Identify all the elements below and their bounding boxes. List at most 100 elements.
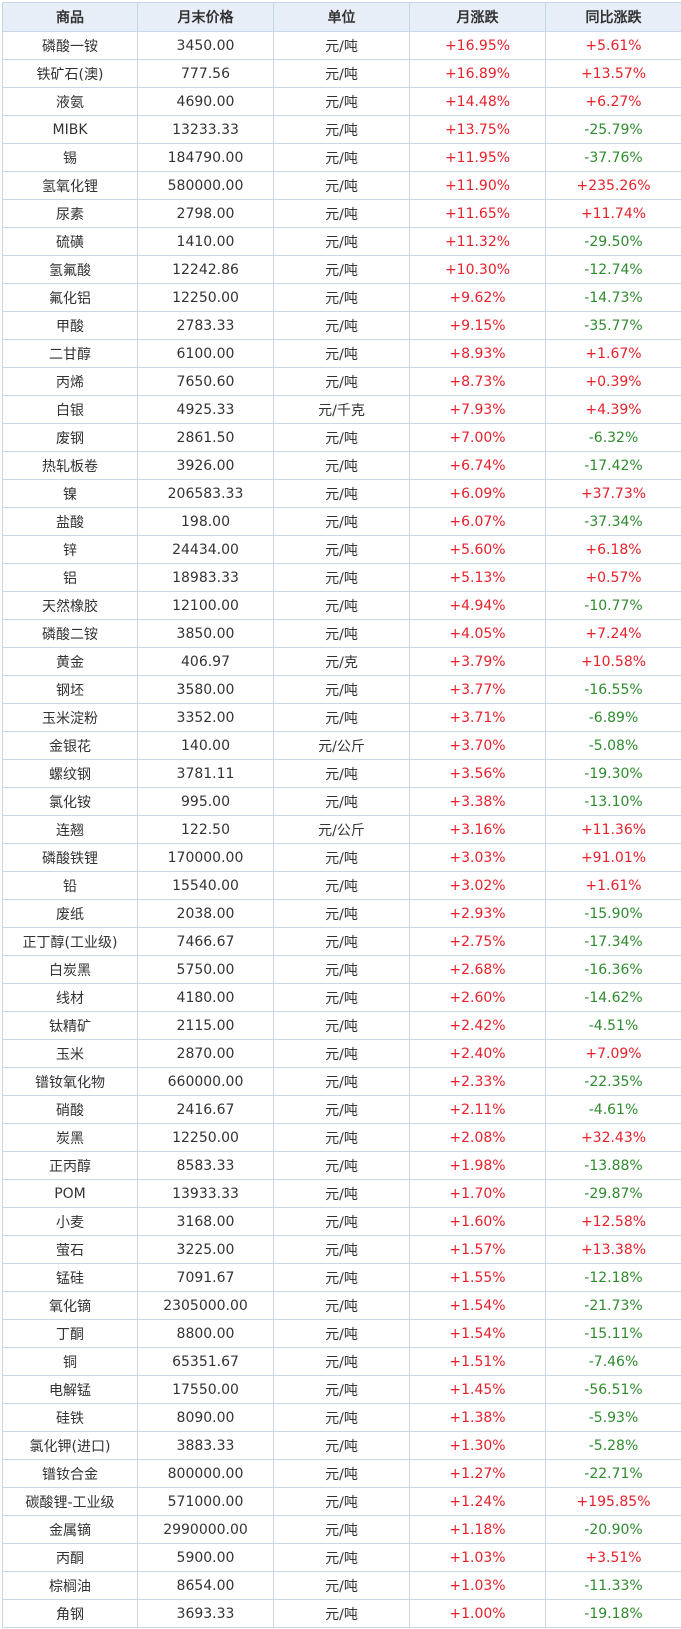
cell-monthly-change: +3.56% <box>409 759 546 788</box>
table-row: 二甘醇 6100.00 元/吨 +8.93% +1.67% <box>2 339 681 368</box>
cell-commodity: 氧化镝 <box>2 1291 138 1320</box>
table-row: 液氨 4690.00 元/吨 +14.48% +6.27% <box>2 87 681 116</box>
cell-unit: 元/吨 <box>273 1235 410 1264</box>
cell-unit: 元/吨 <box>273 1375 410 1404</box>
cell-month-end-price: 15540.00 <box>137 871 274 900</box>
cell-commodity: 锰硅 <box>2 1263 138 1292</box>
cell-monthly-change: +2.93% <box>409 899 546 928</box>
table-row: 铝 18983.33 元/吨 +5.13% +0.57% <box>2 563 681 592</box>
cell-unit: 元/吨 <box>273 619 410 648</box>
cell-unit: 元/吨 <box>273 703 410 732</box>
cell-commodity: 废纸 <box>2 899 138 928</box>
cell-commodity: 磷酸二铵 <box>2 619 138 648</box>
table-row: 热轧板卷 3926.00 元/吨 +6.74% -17.42% <box>2 451 681 480</box>
cell-yoy-change: +13.38% <box>545 1235 681 1264</box>
cell-unit: 元/吨 <box>273 1431 410 1460</box>
table-row: 磷酸一铵 3450.00 元/吨 +16.95% +5.61% <box>2 31 681 60</box>
cell-month-end-price: 3168.00 <box>137 1207 274 1236</box>
cell-monthly-change: +11.32% <box>409 227 546 256</box>
cell-monthly-change: +7.00% <box>409 423 546 452</box>
table-row: 镍 206583.33 元/吨 +6.09% +37.73% <box>2 479 681 508</box>
header-commodity: 商品 <box>2 2 138 32</box>
cell-month-end-price: 800000.00 <box>137 1459 274 1488</box>
cell-monthly-change: +3.71% <box>409 703 546 732</box>
cell-month-end-price: 122.50 <box>137 815 274 844</box>
table-row: 钢坯 3580.00 元/吨 +3.77% -16.55% <box>2 675 681 704</box>
cell-unit: 元/吨 <box>273 1039 410 1068</box>
cell-unit: 元/吨 <box>273 787 410 816</box>
cell-yoy-change: -7.46% <box>545 1347 681 1376</box>
table-row: 氧化镝 2305000.00 元/吨 +1.54% -21.73% <box>2 1291 681 1320</box>
cell-month-end-price: 7091.67 <box>137 1263 274 1292</box>
cell-monthly-change: +2.08% <box>409 1123 546 1152</box>
cell-yoy-change: -37.34% <box>545 507 681 536</box>
cell-monthly-change: +9.62% <box>409 283 546 312</box>
cell-yoy-change: -25.79% <box>545 115 681 144</box>
cell-monthly-change: +1.27% <box>409 1459 546 1488</box>
table-row: 丁酮 8800.00 元/吨 +1.54% -15.11% <box>2 1319 681 1348</box>
cell-commodity: 丁酮 <box>2 1319 138 1348</box>
cell-month-end-price: 13233.33 <box>137 115 274 144</box>
cell-yoy-change: +3.51% <box>545 1543 681 1572</box>
cell-yoy-change: -10.77% <box>545 591 681 620</box>
cell-yoy-change: +6.18% <box>545 535 681 564</box>
cell-month-end-price: 5750.00 <box>137 955 274 984</box>
cell-yoy-change: -13.10% <box>545 787 681 816</box>
header-monthly-change: 月涨跌 <box>409 2 546 32</box>
cell-unit: 元/吨 <box>273 1599 410 1628</box>
cell-yoy-change: -29.50% <box>545 227 681 256</box>
cell-commodity: 铝 <box>2 563 138 592</box>
table-row: 锡 184790.00 元/吨 +11.95% -37.76% <box>2 143 681 172</box>
cell-yoy-change: +6.27% <box>545 87 681 116</box>
cell-month-end-price: 2798.00 <box>137 199 274 228</box>
cell-month-end-price: 12250.00 <box>137 1123 274 1152</box>
cell-month-end-price: 12250.00 <box>137 283 274 312</box>
cell-commodity: 铜 <box>2 1347 138 1376</box>
table-row: POM 13933.33 元/吨 +1.70% -29.87% <box>2 1179 681 1208</box>
cell-month-end-price: 7466.67 <box>137 927 274 956</box>
cell-monthly-change: +1.00% <box>409 1599 546 1628</box>
cell-yoy-change: +5.61% <box>545 31 681 60</box>
cell-yoy-change: -35.77% <box>545 311 681 340</box>
table-row: 炭黑 12250.00 元/吨 +2.08% +32.43% <box>2 1123 681 1152</box>
cell-month-end-price: 8800.00 <box>137 1319 274 1348</box>
cell-yoy-change: -11.33% <box>545 1571 681 1600</box>
cell-month-end-price: 2990000.00 <box>137 1515 274 1544</box>
cell-month-end-price: 406.97 <box>137 647 274 676</box>
table-row: MIBK 13233.33 元/吨 +13.75% -25.79% <box>2 115 681 144</box>
cell-monthly-change: +13.75% <box>409 115 546 144</box>
cell-commodity: 镨钕氧化物 <box>2 1067 138 1096</box>
cell-commodity: 热轧板卷 <box>2 451 138 480</box>
cell-yoy-change: -4.51% <box>545 1011 681 1040</box>
cell-yoy-change: -56.51% <box>545 1375 681 1404</box>
cell-monthly-change: +16.89% <box>409 59 546 88</box>
cell-month-end-price: 3450.00 <box>137 31 274 60</box>
cell-commodity: 丙酮 <box>2 1543 138 1572</box>
cell-unit: 元/吨 <box>273 283 410 312</box>
cell-month-end-price: 18983.33 <box>137 563 274 592</box>
table-body: 磷酸一铵 3450.00 元/吨 +16.95% +5.61% 铁矿石(澳) 777.56 元… <box>2 31 681 1628</box>
table-row: 尿素 2798.00 元/吨 +11.65% +11.74% <box>2 199 681 228</box>
cell-commodity: 正丁醇(工业级) <box>2 927 138 956</box>
cell-yoy-change: +7.24% <box>545 619 681 648</box>
cell-yoy-change: -16.36% <box>545 955 681 984</box>
cell-month-end-price: 2115.00 <box>137 1011 274 1040</box>
cell-monthly-change: +2.75% <box>409 927 546 956</box>
cell-month-end-price: 4690.00 <box>137 87 274 116</box>
cell-yoy-change: -5.08% <box>545 731 681 760</box>
cell-yoy-change: -37.76% <box>545 143 681 172</box>
cell-month-end-price: 198.00 <box>137 507 274 536</box>
cell-unit: 元/吨 <box>273 1095 410 1124</box>
cell-month-end-price: 777.56 <box>137 59 274 88</box>
table-row: 白银 4925.33 元/千克 +7.93% +4.39% <box>2 395 681 424</box>
cell-yoy-change: +7.09% <box>545 1039 681 1068</box>
table-row: 锌 24434.00 元/吨 +5.60% +6.18% <box>2 535 681 564</box>
cell-unit: 元/吨 <box>273 31 410 60</box>
cell-monthly-change: +2.60% <box>409 983 546 1012</box>
cell-monthly-change: +1.30% <box>409 1431 546 1460</box>
table-row: 正丙醇 8583.33 元/吨 +1.98% -13.88% <box>2 1151 681 1180</box>
table-row: 萤石 3225.00 元/吨 +1.57% +13.38% <box>2 1235 681 1264</box>
table-row: 镨钕合金 800000.00 元/吨 +1.27% -22.71% <box>2 1459 681 1488</box>
cell-commodity: 磷酸一铵 <box>2 31 138 60</box>
